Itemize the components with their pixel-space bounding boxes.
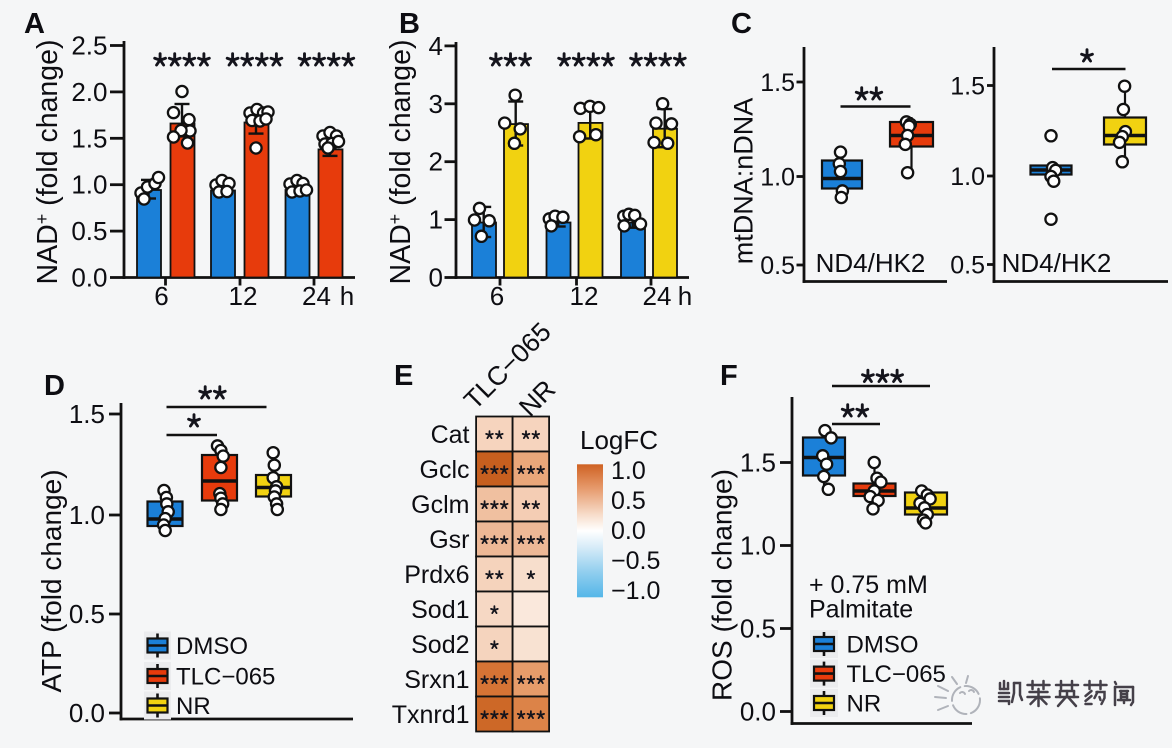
svg-text:Srxn1: Srxn1: [404, 666, 469, 694]
svg-text:24: 24: [302, 281, 331, 311]
svg-text:DMSO: DMSO: [847, 632, 919, 659]
svg-text:1.0: 1.0: [740, 531, 776, 561]
svg-text:−0.5: −0.5: [611, 547, 660, 575]
svg-text:LogFC: LogFC: [580, 425, 658, 455]
svg-text:0.5: 0.5: [740, 614, 776, 644]
svg-text:0.0: 0.0: [740, 697, 776, 727]
svg-text:F: F: [720, 360, 738, 392]
svg-text:0.5: 0.5: [69, 599, 105, 629]
svg-text:NR: NR: [176, 693, 211, 720]
svg-text:0.5: 0.5: [950, 252, 985, 280]
svg-text:0: 0: [429, 263, 443, 293]
svg-text:Gclc: Gclc: [420, 456, 470, 484]
svg-text:A: A: [24, 8, 45, 40]
svg-text:TLC−065: TLC−065: [847, 661, 946, 688]
svg-text:Cat: Cat: [431, 421, 470, 449]
svg-text:Gsr: Gsr: [429, 526, 469, 554]
svg-text:ND4/HK2: ND4/HK2: [1002, 248, 1112, 278]
svg-text:1.5: 1.5: [950, 73, 985, 101]
svg-text:DMSO: DMSO: [176, 633, 248, 660]
svg-text:1.0: 1.0: [611, 457, 646, 485]
svg-text:C: C: [731, 8, 752, 40]
svg-text:TLC−065: TLC−065: [176, 664, 275, 691]
svg-text:NAD+ (fold change): NAD+ (fold change): [385, 40, 417, 285]
svg-text:Palmitate: Palmitate: [809, 596, 913, 624]
svg-text:6: 6: [154, 281, 168, 311]
svg-text:Sod1: Sod1: [411, 596, 469, 624]
svg-text:ND4/HK2: ND4/HK2: [816, 248, 926, 278]
svg-text:0.0: 0.0: [71, 263, 107, 293]
svg-text:NAD+ (fold change): NAD+ (fold change): [32, 40, 64, 285]
svg-text:+ 0.75 mM: + 0.75 mM: [809, 571, 928, 599]
svg-text:Txnrd1: Txnrd1: [392, 701, 470, 729]
svg-text:B: B: [399, 8, 420, 40]
svg-text:mtDNA:nDNA: mtDNA:nDNA: [729, 98, 759, 265]
svg-text:1.5: 1.5: [69, 399, 105, 429]
svg-text:0.0: 0.0: [611, 517, 646, 545]
svg-text:ROS (fold change): ROS (fold change): [707, 469, 738, 701]
svg-text:0.5: 0.5: [611, 487, 646, 515]
svg-text:0.0: 0.0: [69, 698, 105, 728]
svg-text:Prdx6: Prdx6: [404, 561, 469, 589]
svg-text:3: 3: [429, 89, 443, 119]
svg-text:ATP (fold change): ATP (fold change): [36, 469, 67, 692]
svg-text:Gclm: Gclm: [411, 491, 469, 519]
svg-text:12: 12: [570, 281, 599, 311]
svg-text:1.5: 1.5: [71, 123, 107, 153]
svg-text:h: h: [678, 281, 692, 311]
svg-text:2.0: 2.0: [71, 77, 107, 107]
svg-text:1.0: 1.0: [760, 164, 795, 192]
svg-text:2.5: 2.5: [71, 31, 107, 61]
svg-text:E: E: [394, 360, 413, 392]
svg-text:1.5: 1.5: [740, 448, 776, 478]
svg-text:−1.0: −1.0: [611, 577, 660, 605]
svg-text:1.0: 1.0: [950, 163, 985, 191]
svg-text:1.5: 1.5: [760, 69, 795, 97]
svg-text:6: 6: [490, 281, 504, 311]
svg-text:0.5: 0.5: [760, 252, 795, 280]
svg-text:1.0: 1.0: [69, 500, 105, 530]
svg-text:h: h: [340, 281, 354, 311]
svg-text:0.5: 0.5: [71, 216, 107, 246]
svg-text:NR: NR: [847, 691, 882, 718]
svg-text:2: 2: [429, 147, 443, 177]
svg-text:1.0: 1.0: [71, 170, 107, 200]
svg-text:1: 1: [429, 205, 443, 235]
svg-text:Sod2: Sod2: [411, 631, 469, 659]
svg-text:12: 12: [229, 281, 258, 311]
svg-text:24: 24: [643, 281, 672, 311]
svg-text:D: D: [44, 370, 65, 402]
svg-text:4: 4: [429, 31, 443, 61]
